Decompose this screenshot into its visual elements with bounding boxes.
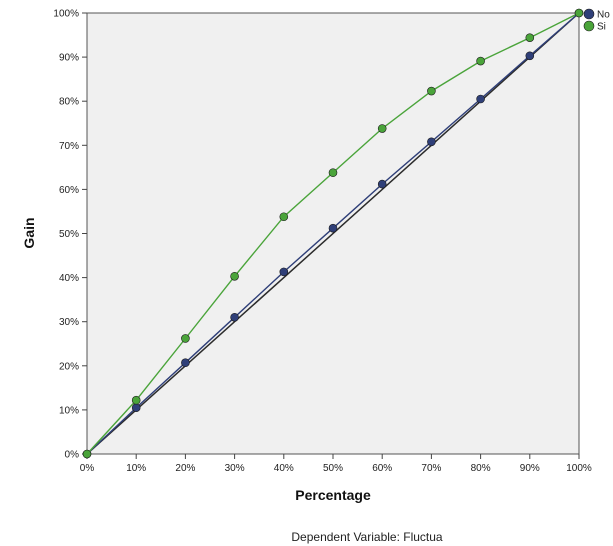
data-point-si (181, 334, 190, 343)
data-point-no (377, 179, 387, 189)
x-tick-label: 90% (520, 463, 540, 474)
y-tick-label: 100% (53, 9, 79, 20)
data-point-no (131, 403, 141, 412)
x-axis: 0% 10% 20% 30% 40% 50% 60% 70% 80% 90% 100% (80, 454, 592, 474)
y-tick-label: 20% (59, 361, 79, 372)
data-point-no (181, 358, 190, 368)
x-tick-label: 100% (566, 463, 592, 474)
baseline-diagonal (86, 12, 580, 455)
y-tick-label: 0% (65, 450, 80, 461)
footnote: Dependent Variable: Fluctua (291, 530, 443, 544)
data-point-si (574, 8, 584, 18)
y-tick-label: 50% (59, 229, 79, 240)
x-axis-title: Percentage (295, 487, 371, 503)
data-point-no (328, 223, 338, 233)
x-tick-label: 70% (421, 463, 441, 474)
y-axis-title: Gain (21, 217, 37, 248)
legend-label-si: Si (597, 22, 606, 33)
data-point-si (82, 449, 92, 459)
data-point-si (427, 86, 436, 96)
data-point-si (525, 33, 535, 42)
x-tick-label: 0% (80, 463, 95, 474)
x-tick-label: 10% (126, 463, 146, 474)
legend-marker-no (583, 8, 595, 20)
y-tick-label: 90% (59, 53, 79, 64)
y-tick-label: 10% (59, 405, 79, 416)
x-tick-label: 30% (225, 463, 245, 474)
data-point-si (279, 212, 289, 222)
data-point-no (476, 94, 485, 104)
x-tick-label: 60% (372, 463, 392, 474)
y-tick-label: 60% (59, 185, 79, 196)
series-layer (82, 8, 584, 459)
data-point-si (476, 56, 485, 66)
data-point-si (230, 271, 239, 281)
data-point-no (230, 312, 239, 322)
y-tick-label: 30% (59, 317, 79, 328)
x-tick-label: 50% (323, 463, 343, 474)
data-point-no (525, 51, 535, 61)
legend-marker-si (583, 20, 595, 32)
data-point-si (131, 395, 141, 405)
y-tick-label: 80% (59, 97, 79, 108)
data-point-no (279, 267, 289, 277)
y-axis: 0% 10% 20% 30% 40% 50% 60% 70% 80% 90% 100% (53, 9, 87, 461)
y-tick-label: 40% (59, 273, 79, 284)
x-tick-label: 80% (471, 463, 491, 474)
data-point-si (377, 124, 387, 133)
x-tick-label: 20% (175, 463, 195, 474)
legend-label-no: No (597, 10, 610, 21)
y-tick-label: 70% (59, 141, 79, 152)
data-point-no (427, 137, 436, 147)
data-point-si (328, 168, 338, 177)
x-tick-label: 40% (274, 463, 294, 474)
